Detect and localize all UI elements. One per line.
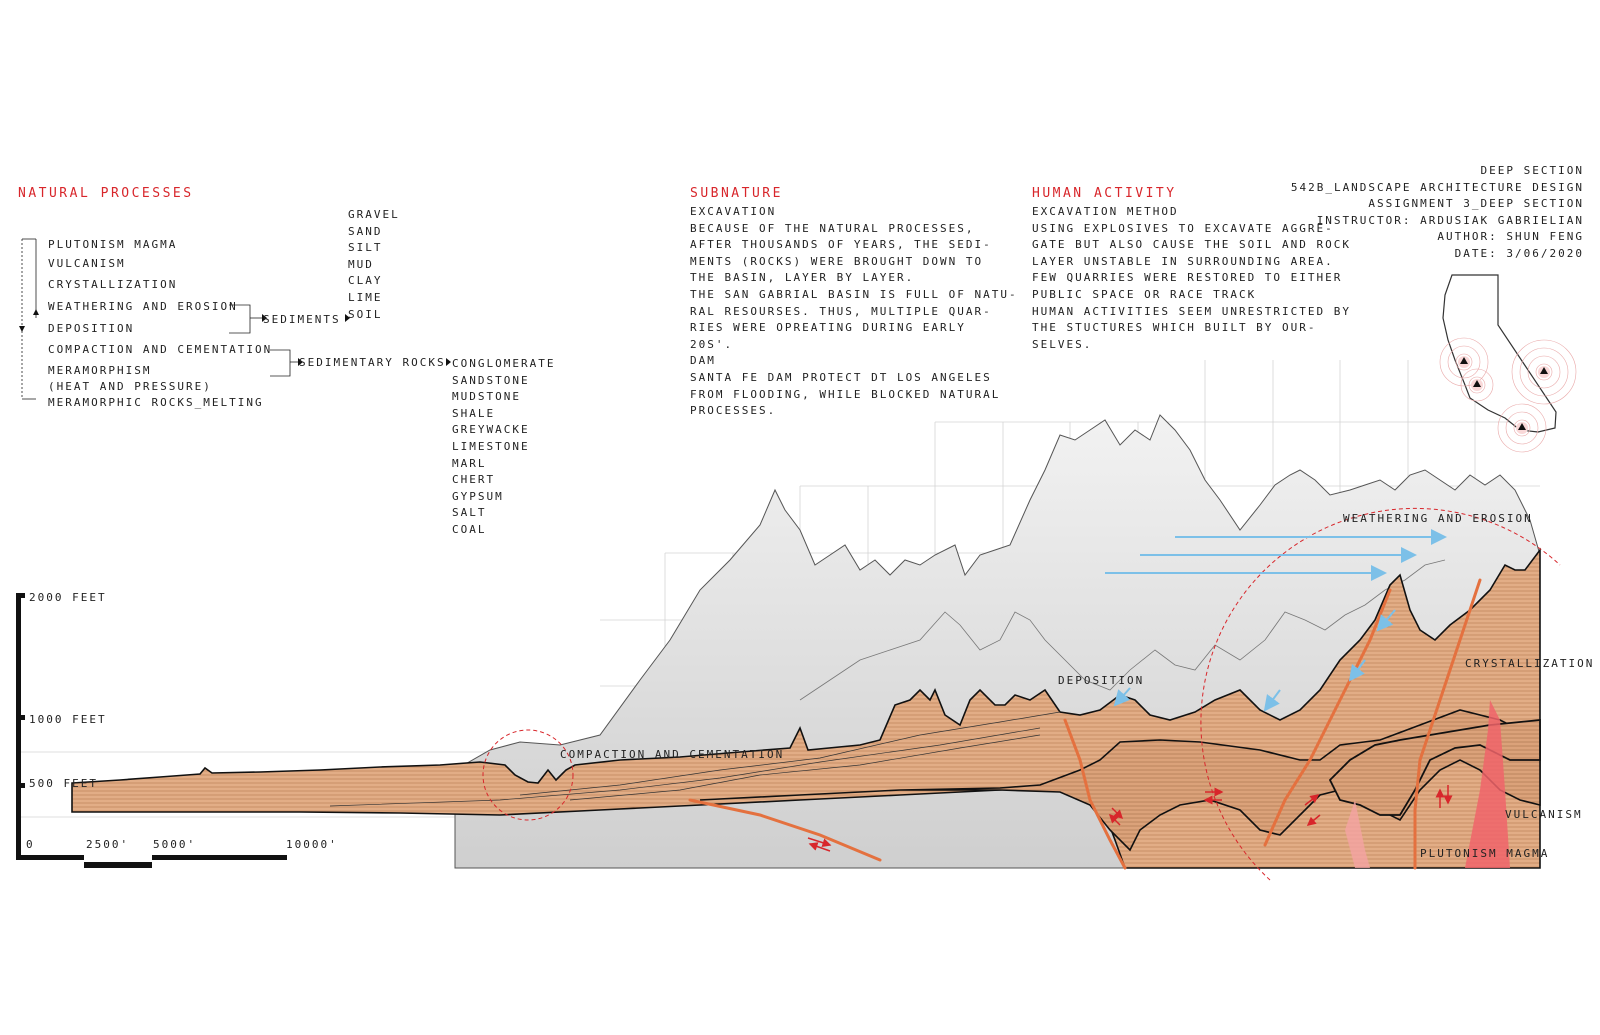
list-item: MUD bbox=[348, 257, 374, 271]
compaction-callout bbox=[482, 729, 574, 821]
text-line: THE BASIN, LAYER BY LAYER. bbox=[690, 271, 915, 285]
text-line: HUMAN ACTIVITIES SEEM UNRESTRICTED BY bbox=[1032, 304, 1352, 318]
elevation-scale bbox=[16, 593, 25, 858]
step-metamorphism: MERAMORPHISM bbox=[48, 364, 152, 377]
text-line: PROCESSES. bbox=[690, 404, 777, 418]
list-item: MUDSTONE bbox=[452, 390, 521, 404]
list-item: CHERT bbox=[452, 473, 496, 487]
sedimentary-rocks-label: SEDIMENTARY ROCKS bbox=[299, 356, 446, 369]
list-item: CLAY bbox=[348, 274, 383, 288]
step-compaction: COMPACTION AND CEMENTATION bbox=[48, 343, 273, 356]
step-vulcanism: VULCANISM bbox=[48, 257, 126, 270]
list-item: SANDSTONE bbox=[452, 373, 530, 387]
title-block: DEEP SECTION 542B_LANDSCAPE ARCHITECTURE… bbox=[1291, 163, 1584, 263]
step-plutonism: PLUTONISM MAGMA bbox=[48, 238, 178, 251]
list-item: SAND bbox=[348, 224, 383, 238]
text-line: LAYER UNSTABLE IN SURROUNDING AREA. bbox=[1032, 254, 1334, 268]
text-line: THE STUCTURES WHICH BUILT BY OUR- bbox=[1032, 321, 1317, 335]
label-compaction: COMPACTION AND CEMENTATION bbox=[560, 748, 785, 761]
list-item: COAL bbox=[452, 522, 487, 536]
label-vulcanism: VULCANISM bbox=[1505, 808, 1583, 821]
subnature-text: EXCAVATION BECAUSE OF THE NATURAL PROCES… bbox=[690, 204, 1018, 420]
text-line: SANTA FE DAM PROTECT DT LOS ANGELES bbox=[690, 370, 992, 384]
erosion-arrows bbox=[1105, 529, 1447, 712]
distance-label-5000: 5000' bbox=[153, 838, 197, 851]
text-line: DATE: 3/06/2020 bbox=[1454, 246, 1584, 260]
distance-label-10000: 10000' bbox=[286, 838, 338, 851]
text-line: FROM FLOODING, WHILE BLOCKED NATURAL bbox=[690, 387, 1001, 401]
list-item: LIME bbox=[348, 290, 383, 304]
sediments-label: SEDIMENTS bbox=[263, 313, 341, 326]
magma-intrusion bbox=[1465, 700, 1510, 868]
list-item: GYPSUM bbox=[452, 489, 504, 503]
text-line: INSTRUCTOR: ARDUSIAK GABRIELIAN bbox=[1316, 213, 1584, 227]
list-item: SOIL bbox=[348, 307, 383, 321]
california-map-icon bbox=[1439, 274, 1577, 453]
label-crystallization: CRYSTALLIZATION bbox=[1465, 657, 1595, 670]
step-deposition: DEPOSITION bbox=[48, 322, 135, 335]
list-item: GREYWACKE bbox=[452, 423, 530, 437]
elevation-label-2000: 2000 FEET bbox=[29, 591, 107, 604]
distance-label-0: 0 bbox=[26, 838, 35, 851]
crystallization-callout bbox=[1200, 507, 1561, 881]
text-line: AFTER THOUSANDS OF YEARS, THE SEDI- bbox=[690, 238, 992, 252]
label-weathering: WEATHERING AND EROSION bbox=[1343, 512, 1533, 525]
sedimentary-rocks-list: CONGLOMERATE SANDSTONE MUDSTONE SHALE GR… bbox=[452, 356, 555, 539]
text-line: BECAUSE OF THE NATURAL PROCESSES, bbox=[690, 221, 975, 235]
text-line: EXCAVATION METHOD bbox=[1032, 205, 1179, 218]
list-item: MARL bbox=[452, 456, 487, 470]
text-line: GATE BUT ALSO CAUSE THE SOIL AND ROCK bbox=[1032, 238, 1352, 252]
text-line: MENTS (ROCKS) WERE BROUGHT DOWN TO bbox=[690, 254, 984, 268]
subnature-title: SUBNATURE bbox=[690, 186, 783, 201]
list-item: SILT bbox=[348, 241, 383, 255]
step-weathering: WEATHERING AND EROSION bbox=[48, 300, 238, 313]
elevation-label-500: 500 FEET bbox=[29, 777, 98, 790]
list-item: SHALE bbox=[452, 406, 496, 420]
text-line: 542B_LANDSCAPE ARCHITECTURE DESIGN bbox=[1290, 180, 1584, 194]
distance-label-2500: 2500' bbox=[86, 838, 130, 851]
text-line: RAL RESOURSES. THUS, MULTIPLE QUAR- bbox=[690, 304, 992, 318]
text-line: PUBLIC SPACE OR RACE TRACK bbox=[1032, 287, 1257, 301]
sediments-list: GRAVEL SAND SILT MUD CLAY LIME SOIL bbox=[348, 207, 400, 323]
process-brackets bbox=[21, 238, 298, 400]
elevation-label-1000: 1000 FEET bbox=[29, 713, 107, 726]
list-item: LIMESTONE bbox=[452, 439, 530, 453]
text-line: ASSIGNMENT 3_DEEP SECTION bbox=[1368, 197, 1584, 211]
natural-processes-title: NATURAL PROCESSES bbox=[18, 186, 194, 201]
list-item: SALT bbox=[452, 506, 487, 520]
fault-lines bbox=[688, 578, 1482, 870]
text-line: EXCAVATION bbox=[690, 205, 777, 218]
text-line: FEW QUARRIES WERE RESTORED TO EITHER bbox=[1032, 271, 1343, 285]
human-activity-text: EXCAVATION METHOD USING EXPLOSIVES TO EX… bbox=[1032, 204, 1351, 353]
text-line: 20S'. bbox=[690, 337, 734, 351]
step-crystallization: CRYSTALLIZATION bbox=[48, 278, 178, 291]
label-deposition: DEPOSITION bbox=[1058, 674, 1145, 687]
list-item: GRAVEL bbox=[348, 208, 400, 221]
text-line: AUTHOR: SHUN FENG bbox=[1437, 230, 1584, 244]
text-line: USING EXPLOSIVES TO EXCAVATE AGGRE- bbox=[1032, 221, 1334, 235]
text-line: DEEP SECTION bbox=[1480, 164, 1584, 177]
text-line: THE SAN GABRIAL BASIN IS FULL OF NATU- bbox=[690, 287, 1018, 301]
step-melting: MERAMORPHIC ROCKS_MELTING bbox=[48, 396, 264, 409]
text-line: DAM bbox=[690, 354, 716, 368]
text-line: SELVES. bbox=[1032, 337, 1093, 351]
distance-scale bbox=[16, 855, 287, 868]
step-heat-pressure: (HEAT AND PRESSURE) bbox=[48, 380, 212, 393]
list-item: CONGLOMERATE bbox=[452, 357, 556, 370]
label-plutonism: PLUTONISM MAGMA bbox=[1420, 847, 1550, 860]
text-line: RIES WERE OPREATING DURING EARLY bbox=[690, 321, 966, 335]
human-activity-title: HUMAN ACTIVITY bbox=[1032, 186, 1177, 201]
